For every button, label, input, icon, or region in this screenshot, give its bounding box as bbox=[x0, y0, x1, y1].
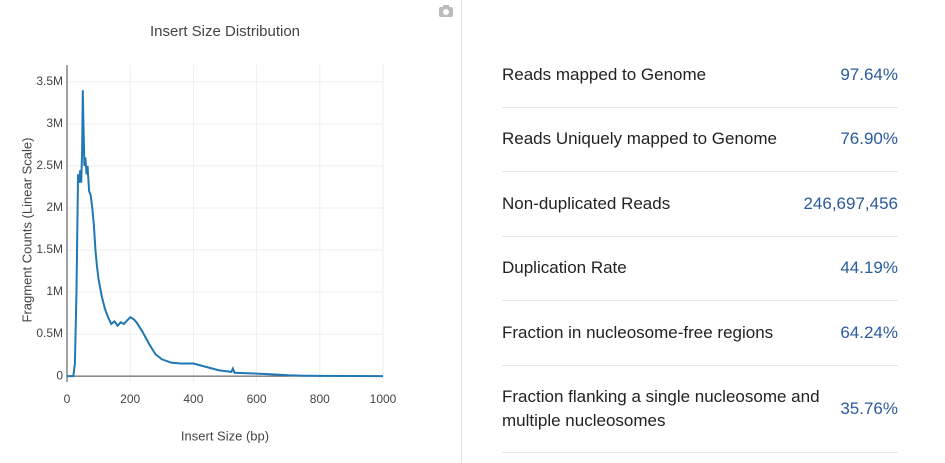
stats-row: Non-duplicated Reads 246,697,456 bbox=[502, 172, 898, 237]
data-line bbox=[67, 90, 384, 378]
chart-title: Insert Size Distribution bbox=[150, 23, 300, 40]
camera-top bbox=[443, 5, 449, 8]
x-tick-label: 1000 bbox=[370, 392, 397, 406]
stats-row: Reads Uniquely mapped to Genome 76.90% bbox=[502, 108, 898, 172]
y-tick-label: 1M bbox=[46, 284, 63, 298]
x-tick-label: 200 bbox=[120, 392, 140, 406]
y-tick-label: 3.5M bbox=[36, 74, 63, 88]
x-tick-label: 600 bbox=[247, 392, 267, 406]
stats-row: Reads mapped to Genome 97.64% bbox=[502, 43, 898, 108]
stats-value: 44.19% bbox=[840, 258, 898, 278]
stats-value: 76.90% bbox=[840, 129, 898, 149]
y-tick-label: 0 bbox=[56, 368, 63, 382]
chart: Insert Size Distribution Insert Size (bp… bbox=[19, 5, 453, 443]
x-tick-label: 800 bbox=[310, 392, 330, 406]
y-tick-label: 1.5M bbox=[36, 242, 63, 256]
y-tick-label: 2.5M bbox=[36, 158, 63, 172]
y-tick-label: 2M bbox=[46, 200, 63, 214]
stats-label: Reads Uniquely mapped to Genome bbox=[502, 129, 777, 149]
x-tick-label: 0 bbox=[64, 392, 71, 406]
divider bbox=[461, 0, 462, 463]
stats-label: Fraction flanking a single nucleosome an… bbox=[502, 386, 820, 430]
stats-label: Duplication Rate bbox=[502, 258, 627, 278]
stats-row: Fraction in nucleosome-free regions 64.24… bbox=[502, 301, 898, 366]
y-axis-title: Fragment Counts (Linear Scale) bbox=[19, 138, 34, 323]
stats-table: Reads mapped to Genome 97.64% Reads Unique… bbox=[502, 43, 898, 453]
y-tick-label: 3M bbox=[46, 116, 63, 130]
stats-label: Reads mapped to Genome bbox=[502, 64, 707, 84]
stats-label: Non-duplicated Reads bbox=[502, 193, 671, 213]
stats-row: Duplication Rate 44.19% bbox=[502, 237, 898, 301]
stats-value: 246,697,456 bbox=[803, 193, 898, 213]
x-axis-title: Insert Size (bp) bbox=[181, 428, 269, 443]
camera-icon[interactable] bbox=[439, 5, 453, 17]
camera-lens bbox=[443, 9, 449, 15]
stats-label: Fraction in nucleosome-free regions bbox=[502, 322, 774, 342]
stats-value: 35.76% bbox=[840, 398, 898, 418]
stats-value: 64.24% bbox=[840, 322, 898, 342]
y-tick-label: 0.5M bbox=[36, 326, 63, 340]
stats-row: Fraction flanking a single nucleosome an… bbox=[502, 366, 898, 453]
stats-value: 97.64% bbox=[840, 64, 898, 84]
x-tick-label: 400 bbox=[183, 392, 203, 406]
